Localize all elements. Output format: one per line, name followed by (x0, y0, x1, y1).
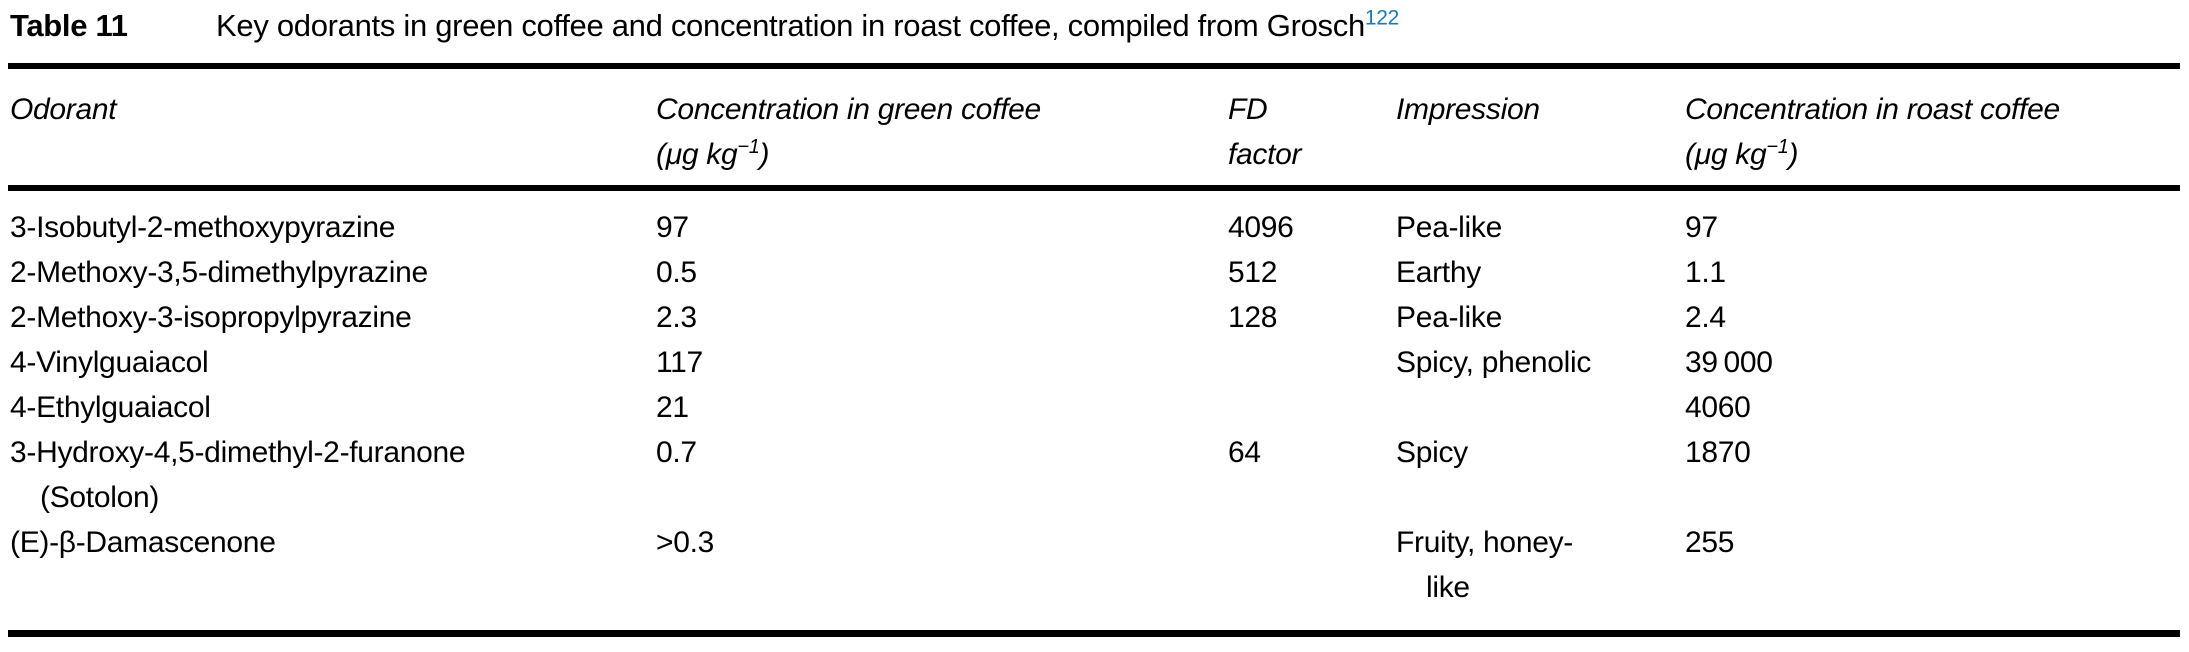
cell-roast-concentration: 2.4 (1685, 301, 1726, 334)
col-header-roast-label: Concentration in roast coffee (1685, 93, 2060, 126)
table-row: (E)-β-Damascenone >0.3 Fruity, honey- li… (8, 520, 2180, 634)
odorants-table: Odorant Concentration in green coffee (μ… (8, 63, 2180, 637)
cell-fd-factor: 128 (1228, 301, 1278, 334)
col-header-impression-label: Impression (1396, 93, 1540, 126)
cell-odorant: 3-Isobutyl-2-methoxypyrazine (10, 211, 396, 244)
cell-green-concentration: 21 (656, 391, 689, 424)
header-row: Odorant Concentration in green coffee (μ… (8, 66, 2180, 191)
cell-impression: Pea-like (1396, 301, 1502, 334)
cell-green-concentration: 117 (656, 346, 703, 379)
cell-impression (1396, 385, 1685, 430)
cell-odorant: 2-Methoxy-3,5-dimethylpyrazine (10, 256, 428, 289)
col-header-fd-line2: factor (1228, 138, 1302, 171)
table-row: 4-Vinylguaiacol 117 Spicy, phenolic 39 0… (8, 340, 2180, 385)
caption-text-body: Key odorants in green coffee and concent… (216, 8, 1365, 43)
cell-roast-concentration: 255 (1685, 526, 1735, 559)
col-header-roast-concentration: Concentration in roast coffee (μg kg−1) (1685, 66, 2180, 191)
cell-green-concentration: 2.3 (656, 301, 697, 334)
cell-impression: Spicy, phenolic (1396, 346, 1592, 379)
impression-line2: like (1426, 571, 1470, 604)
cell-green-concentration: 0.7 (656, 436, 697, 469)
caption-text: Key odorants in green coffee and concent… (216, 8, 1399, 44)
impression-line1: Fruity, honey- (1396, 526, 1573, 559)
cell-fd-factor (1228, 340, 1396, 385)
table-row: 3-Isobutyl-2-methoxypyrazine 97 4096 Pea… (8, 188, 2180, 250)
cell-fd-factor (1228, 385, 1396, 430)
col-header-fd-line1: FD (1228, 93, 1268, 126)
table-row: 2-Methoxy-3,5-dimethylpyrazine 0.5 512 E… (8, 250, 2180, 295)
table-number: Table 11 (10, 8, 128, 43)
cell-roast-concentration: 1870 (1685, 436, 1751, 469)
cell-impression: Earthy (1396, 256, 1481, 289)
cell-fd-factor (1228, 520, 1396, 634)
cell-odorant: 2-Methoxy-3-isopropylpyrazine (10, 301, 412, 334)
col-header-odorant: Odorant (8, 66, 656, 191)
citation-ref-link[interactable]: 122 (1364, 6, 1400, 30)
cell-fd-factor: 4096 (1228, 211, 1294, 244)
col-header-green-unit: (μg kg−1) (656, 136, 770, 171)
cell-odorant: 4-Vinylguaiacol (10, 346, 209, 379)
odorant-line2: (Sotolon) (40, 481, 160, 514)
cell-odorant: (E)-β-Damascenone (10, 526, 276, 559)
col-header-fd-factor: FD factor (1228, 66, 1396, 191)
table-row: 2-Methoxy-3-isopropylpyrazine 2.3 128 Pe… (8, 295, 2180, 340)
table-caption: Table 11 Key odorants in green coffee an… (0, 0, 2189, 44)
col-header-green-label: Concentration in green coffee (656, 93, 1041, 126)
col-header-roast-unit: (μg kg−1) (1685, 136, 1799, 171)
cell-roast-concentration: 1.1 (1685, 256, 1726, 289)
cell-green-concentration: 0.5 (656, 256, 697, 289)
table-row: 3-Hydroxy-4,5-dimethyl-2-furanone (Sotol… (8, 430, 2180, 520)
cell-green-concentration: >0.3 (656, 526, 715, 559)
cell-roast-concentration: 4060 (1685, 391, 1751, 424)
col-header-impression: Impression (1396, 66, 1685, 191)
cell-impression: Fruity, honey- like (1396, 520, 1685, 634)
odorant-line1: 3-Hydroxy-4,5-dimethyl-2-furanone (10, 436, 466, 469)
cell-odorant: 3-Hydroxy-4,5-dimethyl-2-furanone (Sotol… (8, 430, 656, 520)
cell-impression: Pea-like (1396, 211, 1502, 244)
col-header-green-concentration: Concentration in green coffee (μg kg−1) (656, 66, 1228, 191)
cell-fd-factor: 512 (1228, 256, 1278, 289)
cell-fd-factor: 64 (1228, 436, 1261, 469)
table-row: 4-Ethylguaiacol 21 4060 (8, 385, 2180, 430)
cell-green-concentration: 97 (656, 211, 689, 244)
cell-odorant: 4-Ethylguaiacol (10, 391, 211, 424)
cell-roast-concentration: 97 (1685, 211, 1718, 244)
col-header-odorant-label: Odorant (10, 93, 117, 126)
cell-impression: Spicy (1396, 436, 1468, 469)
cell-roast-concentration: 39 000 (1685, 346, 1773, 379)
